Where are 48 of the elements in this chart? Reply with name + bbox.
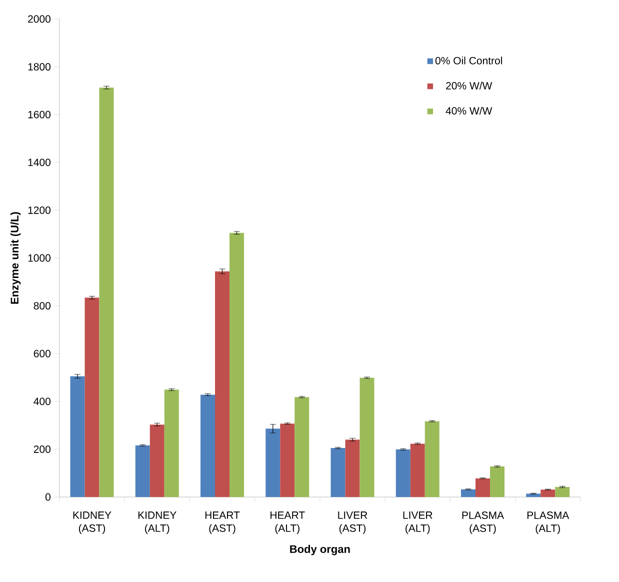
- bar: [360, 378, 374, 497]
- bar: [396, 449, 410, 497]
- bar: [294, 397, 310, 497]
- bar: [266, 428, 280, 497]
- x-tick-label: PLASMA (ALT): [527, 512, 570, 534]
- y-tick-label: 400: [34, 398, 50, 406]
- bar: [476, 478, 490, 497]
- y-tick-label: 1400: [28, 158, 50, 166]
- y-axis-title: Enzyme unit (U/L): [10, 212, 21, 304]
- bar: [230, 232, 244, 497]
- x-tick-label: LIVER (ALT): [403, 512, 432, 534]
- x-tick-label: HEART (AST): [205, 512, 240, 534]
- legend-label: 20% W/W: [446, 82, 492, 90]
- x-tick-label: PLASMA (AST): [462, 512, 504, 534]
- bar: [84, 298, 100, 497]
- bar: [345, 440, 360, 497]
- y-tick-label: 0: [45, 493, 50, 501]
- y-tick-label: 1000: [28, 254, 50, 262]
- y-tick-label: 1200: [28, 206, 50, 214]
- x-tick-label: LIVER (AST): [338, 512, 368, 534]
- legend-label: 0% Oil Control: [435, 56, 502, 64]
- bar: [330, 448, 346, 497]
- y-tick-label: 1800: [28, 63, 50, 71]
- bar: [424, 421, 440, 497]
- bar: [280, 424, 295, 497]
- bar: [135, 445, 150, 497]
- x-tick-label: KIDNEY (AST): [73, 512, 112, 534]
- legend-label: 40% W/W: [446, 106, 492, 115]
- x-tick-label: KIDNEY (ALT): [138, 512, 176, 534]
- bar: [99, 88, 114, 497]
- bar: [70, 376, 85, 497]
- bar: [461, 489, 476, 497]
- bar: [526, 494, 541, 497]
- bar: [215, 271, 230, 497]
- bar: [540, 490, 556, 497]
- x-tick-label: HEART (ALT): [270, 512, 305, 534]
- bar: [555, 486, 570, 497]
- bar: [410, 444, 425, 497]
- y-tick-label: 600: [34, 350, 50, 358]
- x-axis-title: Body organ: [290, 544, 350, 556]
- y-tick-label: 1600: [28, 110, 50, 118]
- bar: [150, 424, 164, 497]
- bar: [164, 390, 179, 497]
- y-tick-label: 200: [34, 445, 50, 453]
- y-tick-label: 800: [34, 302, 50, 310]
- y-tick-label: 2000: [28, 15, 50, 23]
- bar: [490, 466, 504, 497]
- bar: [200, 394, 215, 497]
